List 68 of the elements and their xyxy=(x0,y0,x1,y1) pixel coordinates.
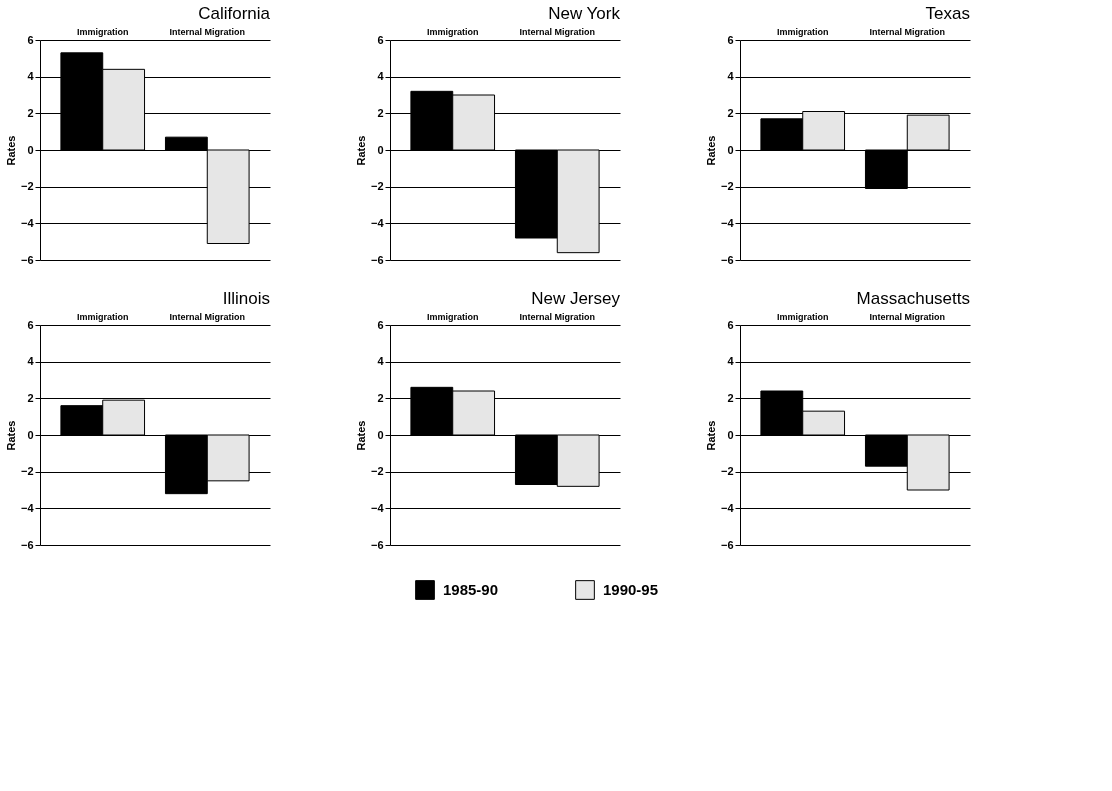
y-tick-label: 0 xyxy=(727,143,734,156)
y-tick-label: −4 xyxy=(370,501,385,514)
y-axis-title: Rates xyxy=(354,135,367,166)
y-tick-label: 2 xyxy=(727,391,734,404)
y-tick-label: 4 xyxy=(727,70,735,83)
y-tick-label: 0 xyxy=(27,428,34,441)
y-tick-label: 6 xyxy=(377,33,384,46)
y-tick-label: −4 xyxy=(720,216,735,229)
x-tick-label: Immigration xyxy=(426,26,479,37)
y-tick-label: 0 xyxy=(27,143,34,156)
y-axis-title: Rates xyxy=(704,135,717,166)
y-tick-label: 4 xyxy=(27,355,35,368)
y-tick-label: −6 xyxy=(720,538,734,551)
y-tick-label: −2 xyxy=(720,180,734,193)
y-tick-label: 6 xyxy=(727,33,734,46)
x-tick-label: Immigration xyxy=(426,311,479,322)
y-tick-label: −6 xyxy=(20,253,34,266)
y-tick-label: 2 xyxy=(377,106,384,119)
x-tick-label: Internal Migration xyxy=(519,311,596,322)
chart-title: Illinois xyxy=(222,289,270,308)
y-tick-label: −6 xyxy=(370,538,384,551)
y-tick-label: −6 xyxy=(370,253,384,266)
y-tick-label: 2 xyxy=(377,391,384,404)
legend-label: 1990-95 xyxy=(603,581,659,598)
y-tick-label: 0 xyxy=(377,143,384,156)
x-tick-label: Immigration xyxy=(76,26,129,37)
chart-title: Texas xyxy=(925,4,970,23)
y-tick-label: 6 xyxy=(377,318,384,331)
y-tick-label: 2 xyxy=(27,106,34,119)
y-tick-label: 0 xyxy=(377,428,384,441)
y-tick-label: −2 xyxy=(720,465,734,478)
y-axis-title: Rates xyxy=(4,135,17,166)
y-tick-label: −4 xyxy=(720,501,735,514)
y-axis-title: Rates xyxy=(354,420,367,451)
x-tick-label: Immigration xyxy=(776,26,829,37)
y-tick-label: −2 xyxy=(20,180,34,193)
y-tick-label: −4 xyxy=(20,216,35,229)
y-axis-title: Rates xyxy=(4,420,17,451)
y-tick-label: 4 xyxy=(377,70,385,83)
y-tick-label: −2 xyxy=(20,465,34,478)
legend-label: 1985-90 xyxy=(443,581,499,598)
y-tick-label: −4 xyxy=(20,501,35,514)
x-tick-label: Internal Migration xyxy=(169,311,246,322)
y-tick-label: 0 xyxy=(727,428,734,441)
y-tick-label: −4 xyxy=(370,216,385,229)
y-tick-label: 6 xyxy=(27,318,34,331)
x-tick-label: Internal Migration xyxy=(519,26,596,37)
y-tick-label: −6 xyxy=(720,253,734,266)
y-tick-label: −2 xyxy=(370,465,384,478)
y-tick-label: 6 xyxy=(27,33,34,46)
y-tick-label: −2 xyxy=(370,180,384,193)
y-tick-label: −6 xyxy=(20,538,34,551)
y-axis-title: Rates xyxy=(704,420,717,451)
y-tick-label: 2 xyxy=(727,106,734,119)
chart-title: New York xyxy=(548,4,621,23)
x-tick-label: Immigration xyxy=(76,311,129,322)
x-tick-label: Internal Migration xyxy=(869,311,946,322)
chart-title: Massachusetts xyxy=(856,289,970,308)
chart-title: New Jersey xyxy=(531,289,621,308)
y-tick-label: 6 xyxy=(727,318,734,331)
x-tick-label: Internal Migration xyxy=(169,26,246,37)
y-tick-label: 2 xyxy=(27,391,34,404)
x-tick-label: Internal Migration xyxy=(869,26,946,37)
x-tick-label: Immigration xyxy=(776,311,829,322)
chart-title: California xyxy=(198,4,271,23)
y-tick-label: 4 xyxy=(727,355,735,368)
y-tick-label: 4 xyxy=(27,70,35,83)
y-tick-label: 4 xyxy=(377,355,385,368)
